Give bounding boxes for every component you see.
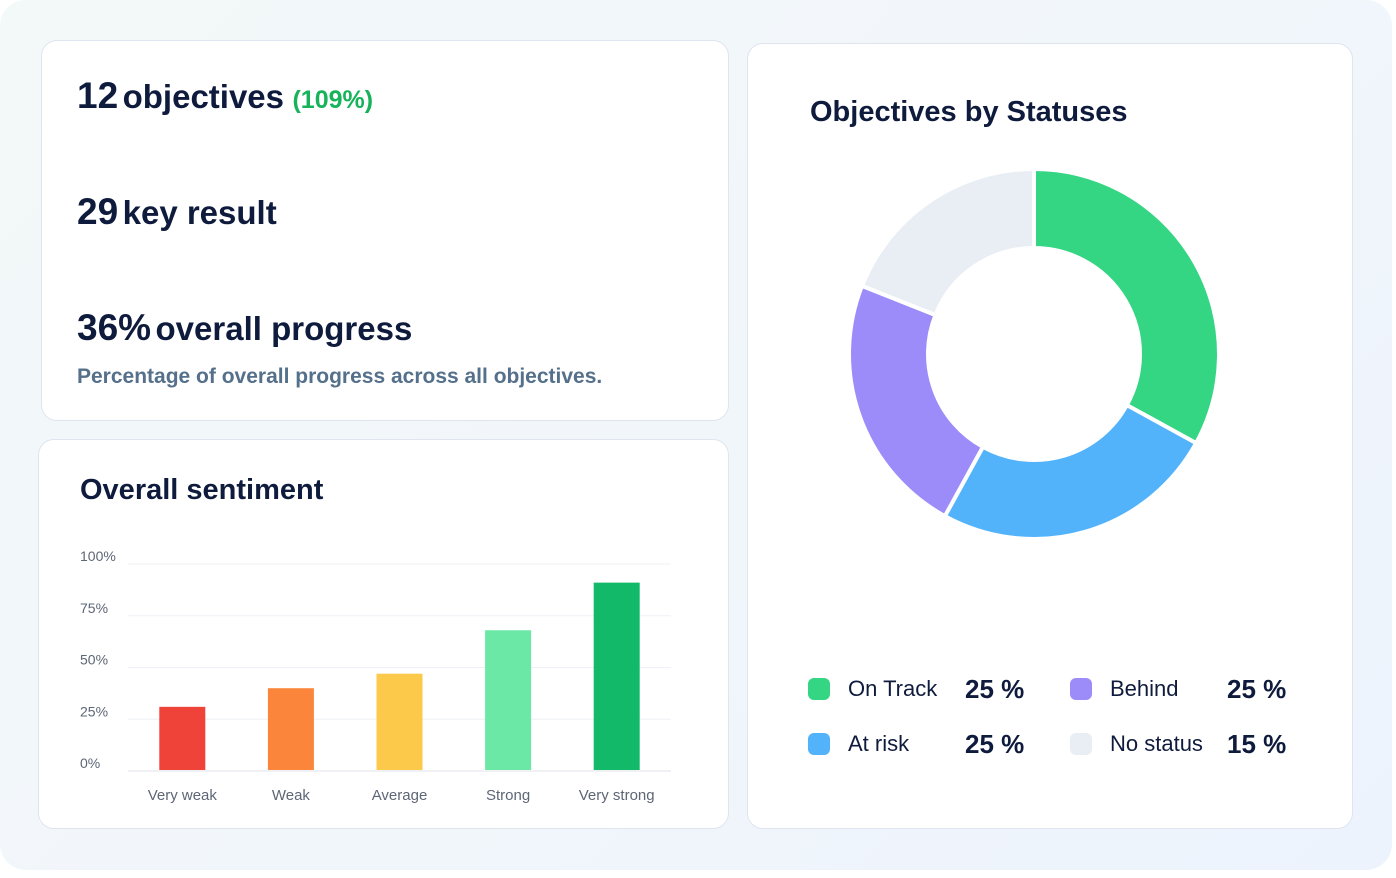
- x-category-label: Average: [372, 787, 428, 804]
- legend-value-behind: 25 %: [1227, 674, 1287, 704]
- key-results-stat: 29 key result: [77, 191, 277, 233]
- y-tick-label: 100%: [80, 548, 116, 564]
- legend-item-on-track: On Track 25 %: [808, 674, 1048, 704]
- x-category-label: Very weak: [148, 787, 218, 804]
- sentiment-chart-title: Overall sentiment: [80, 474, 324, 506]
- progress-percentage: 36%: [77, 307, 152, 348]
- objectives-percentage: (109%): [292, 86, 374, 114]
- y-tick-label: 25%: [80, 703, 108, 719]
- bar-very-weak: [159, 706, 206, 770]
- legend-value-at-risk: 25 %: [965, 729, 1025, 759]
- y-tick-label: 0%: [80, 755, 100, 771]
- legend-label-no-status: No status: [1110, 731, 1203, 756]
- donut-slice-at-risk: [942, 403, 1199, 541]
- y-tick-label: 50%: [80, 652, 108, 668]
- progress-stat: 36% overall progress: [77, 307, 412, 349]
- sentiment-bar-chart: 100% 75% 50% 25% 0% Very weak Weak Average Stro…: [80, 548, 671, 804]
- x-category-label: Strong: [486, 787, 530, 804]
- status-chart-card: Objectives by Statuses On Track 25 % At …: [747, 43, 1353, 829]
- bar-very-strong: [593, 582, 640, 770]
- legend-item-behind: Behind 25 %: [1070, 674, 1310, 704]
- status-donut-chart: [847, 167, 1221, 541]
- legend-label-behind: Behind: [1110, 676, 1179, 701]
- y-tick-label: 75%: [80, 600, 108, 616]
- x-category-label: Weak: [272, 787, 311, 804]
- legend-label-on-track: On Track: [848, 676, 938, 701]
- sentiment-chart-card: Overall sentiment 100% 75% 50% 25% 0% Very w…: [38, 439, 729, 829]
- bar-weak: [267, 688, 314, 770]
- on-track-swatch: [808, 678, 830, 700]
- legend-item-no-status: No status 15 %: [1070, 729, 1310, 759]
- summary-stats-card: 12 objectives (109%) 29 key result 36% o…: [41, 40, 729, 421]
- behind-swatch: [1070, 678, 1092, 700]
- bar-strong: [485, 630, 532, 770]
- legend-label-at-risk: At risk: [848, 731, 910, 756]
- legend-value-no-status: 15 %: [1227, 729, 1287, 759]
- objectives-count: 12: [77, 75, 119, 116]
- no-status-swatch: [1070, 733, 1092, 755]
- donut-slice-on-track: [1032, 167, 1221, 446]
- legend-value-on-track: 25 %: [965, 674, 1025, 704]
- bar-average: [376, 673, 423, 770]
- key-results-label: key result: [122, 194, 277, 231]
- donut-slice-behind: [847, 283, 985, 519]
- status-chart-title: Objectives by Statuses: [810, 96, 1128, 128]
- legend-item-at-risk: At risk 25 %: [808, 729, 1048, 759]
- donut-slice-no-status: [859, 167, 1036, 317]
- x-category-label: Very strong: [579, 787, 655, 804]
- objectives-stat: 12 objectives (109%): [77, 75, 373, 117]
- progress-description: Percentage of overall progress across al…: [77, 365, 603, 388]
- objectives-label: objectives: [122, 78, 285, 115]
- key-results-count: 29: [77, 191, 119, 232]
- progress-label: overall progress: [155, 310, 413, 347]
- at-risk-swatch: [808, 733, 830, 755]
